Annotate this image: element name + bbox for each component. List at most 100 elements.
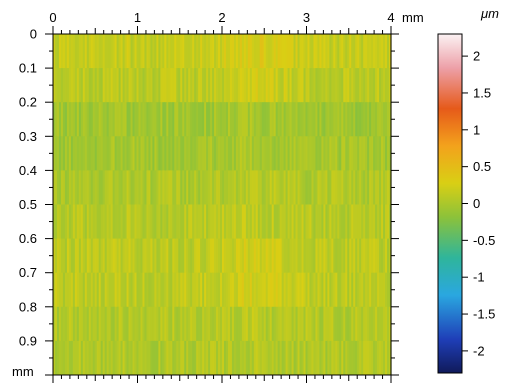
heightmap-cell xyxy=(239,136,243,171)
heightmap-cell xyxy=(369,272,372,308)
heightmap-cell xyxy=(154,340,157,376)
heightmap-cell xyxy=(315,204,319,239)
heightmap-cell xyxy=(251,34,255,69)
heightmap-cell xyxy=(220,170,223,205)
heightmap-cell xyxy=(74,170,78,205)
colorbar-tick-label: -0.5 xyxy=(473,233,495,248)
heightmap-cell xyxy=(333,340,336,376)
heightmap-cell xyxy=(120,204,124,239)
heightmap-cell xyxy=(283,170,287,205)
heightmap-cell xyxy=(118,102,122,137)
heightmap-cell xyxy=(80,238,84,274)
heightmap-cell xyxy=(84,102,88,137)
heightmap-cell xyxy=(186,306,189,342)
heightmap-cell xyxy=(277,136,281,171)
heightmap-cell xyxy=(76,306,80,342)
heightmap-cell xyxy=(345,170,348,205)
heightmap-cell xyxy=(162,238,165,274)
heightmap-cell xyxy=(289,340,293,376)
heightmap-cell xyxy=(231,136,235,171)
heightmap-cell xyxy=(192,204,195,239)
heightmap-cell xyxy=(283,136,287,171)
heightmap-cell xyxy=(74,272,78,308)
heightmap-cell xyxy=(233,170,237,205)
heightmap-cell xyxy=(218,68,221,103)
heightmap-cell xyxy=(130,238,134,274)
heightmap-cell xyxy=(381,204,384,239)
heightmap-cell xyxy=(303,136,307,171)
heightmap-cell xyxy=(186,170,189,205)
heightmap-cell xyxy=(186,204,189,239)
heightmap-cell xyxy=(172,34,175,69)
heightmap-cell xyxy=(128,340,132,376)
heightmap-cell xyxy=(357,102,360,137)
heightmap-cell xyxy=(323,102,326,137)
heightmap-cell xyxy=(271,204,275,239)
heightmap-cell xyxy=(88,272,92,308)
heightmap-cell xyxy=(239,238,243,274)
heightmap-cell xyxy=(313,340,317,376)
heightmap-cell xyxy=(142,340,146,376)
heightmap-cell xyxy=(70,238,74,274)
heightmap-cell xyxy=(170,340,173,376)
heightmap-cell xyxy=(162,102,165,137)
heightmap-cell xyxy=(114,204,118,239)
heightmap-cell xyxy=(114,306,118,342)
heightmap-cell xyxy=(259,238,263,274)
heightmap-cell xyxy=(192,306,195,342)
heightmap-cell xyxy=(331,238,334,274)
heightmap-cell xyxy=(124,272,128,308)
heightmap-cell xyxy=(220,102,223,137)
heightmap-cell xyxy=(134,272,138,308)
heightmap-cell xyxy=(174,272,177,308)
heightmap-cell xyxy=(249,34,253,69)
heightmap-cell xyxy=(239,306,243,342)
heightmap-cell xyxy=(327,136,330,171)
heightmap-cell xyxy=(249,68,253,103)
heightmap-cell xyxy=(367,170,370,205)
heightmap-cell xyxy=(237,170,241,205)
heightmap-cell xyxy=(176,306,179,342)
heightmap-cell xyxy=(337,204,340,239)
heightmap-cell xyxy=(182,306,185,342)
heightmap-cell xyxy=(243,170,247,205)
heightmap-cell xyxy=(152,204,155,239)
heightmap-cell xyxy=(68,306,72,342)
heightmap-cell xyxy=(126,306,130,342)
colorbar-tick-label: 1.5 xyxy=(473,85,491,100)
heightmap-cell xyxy=(180,136,183,171)
heightmap-cell xyxy=(222,272,225,308)
heightmap-cell xyxy=(313,34,317,69)
heightmap-cell xyxy=(94,170,98,205)
heightmap-cell xyxy=(158,102,161,137)
heightmap-cell xyxy=(154,102,157,137)
heightmap-cell xyxy=(357,34,360,69)
heightmap-cell xyxy=(170,272,173,308)
heightmap-cell xyxy=(237,306,241,342)
heightmap-cell xyxy=(204,34,207,69)
heightmap-cell xyxy=(283,68,287,103)
heightmap-cell xyxy=(200,68,203,103)
heightmap-cell xyxy=(162,204,165,239)
heightmap-cell xyxy=(229,170,233,205)
heightmap-cell xyxy=(194,340,197,376)
heightmap-cell xyxy=(233,68,237,103)
heightmap-cell xyxy=(349,34,352,69)
heightmap-cell xyxy=(309,34,313,69)
heightmap-cell xyxy=(80,204,84,239)
heightmap-cell xyxy=(100,306,104,342)
heightmap-cell xyxy=(92,306,96,342)
heightmap-cell xyxy=(132,170,136,205)
heightmap-cell xyxy=(305,204,309,239)
heightmap-cell xyxy=(114,34,118,69)
heightmap-cell xyxy=(112,68,116,103)
heightmap-cell xyxy=(220,204,223,239)
heightmap-cell xyxy=(158,204,161,239)
heightmap-cell xyxy=(265,340,269,376)
heightmap-cell xyxy=(313,170,317,205)
heightmap-cell xyxy=(353,340,356,376)
heightmap-cell xyxy=(281,68,285,103)
heightmap-cell xyxy=(152,272,155,308)
heightmap-cell xyxy=(62,204,66,239)
heightmap-cell xyxy=(233,34,237,69)
